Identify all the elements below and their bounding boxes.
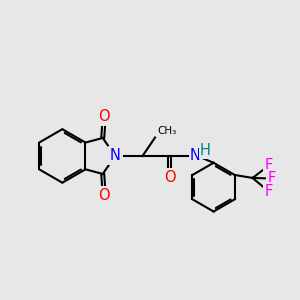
Text: H: H	[200, 143, 211, 158]
Text: O: O	[98, 188, 110, 203]
Text: F: F	[265, 158, 273, 173]
Text: O: O	[98, 109, 110, 124]
Text: F: F	[268, 171, 276, 186]
Text: F: F	[265, 184, 273, 199]
Text: CH₃: CH₃	[158, 126, 177, 136]
Text: N: N	[110, 148, 121, 164]
Text: O: O	[164, 170, 176, 185]
Text: N: N	[190, 148, 201, 164]
